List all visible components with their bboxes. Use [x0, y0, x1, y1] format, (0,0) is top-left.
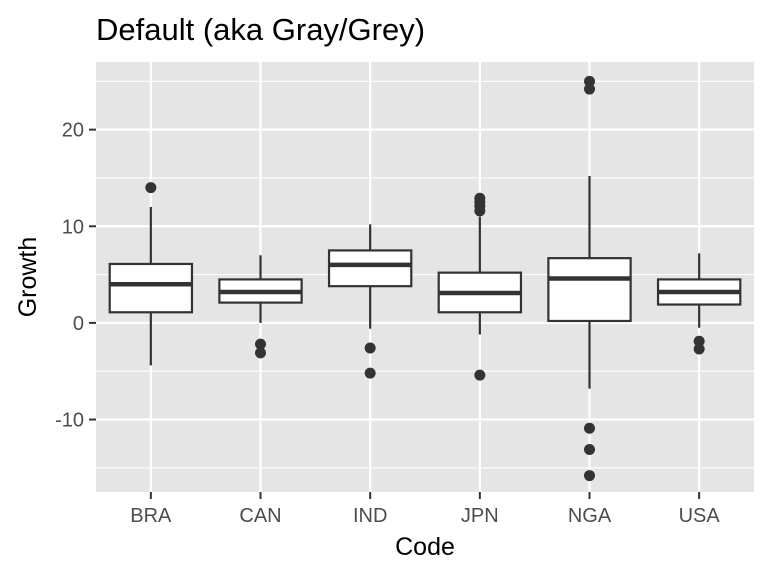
outlier-point — [584, 470, 595, 482]
outlier-point — [584, 75, 595, 87]
outlier-point — [474, 192, 486, 204]
minor-gridlines — [96, 80, 754, 469]
x-axis: BRA CAN IND JPN NGA USA — [130, 492, 720, 527]
outlier-point — [364, 342, 376, 354]
x-tick-label: CAN — [239, 505, 281, 527]
x-tick-label: JPN — [461, 505, 499, 527]
box-iqr — [108, 262, 194, 314]
x-tick-label: NGA — [568, 505, 612, 527]
box-iqr — [327, 249, 413, 288]
box-bra — [108, 182, 194, 366]
box-ind — [327, 224, 413, 379]
outlier-point — [145, 182, 157, 194]
box-can — [218, 255, 303, 359]
plot-panel — [96, 62, 754, 492]
box-jpn — [437, 192, 523, 381]
box-usa — [656, 253, 742, 355]
outlier-point — [474, 369, 486, 381]
outlier-point — [584, 422, 595, 434]
chart-title: Default (aka Gray/Grey) — [96, 12, 425, 47]
x-tick-label: BRA — [130, 505, 172, 527]
outlier-point — [255, 338, 266, 350]
outlier-point — [584, 83, 595, 95]
x-axis-title: Code — [395, 533, 455, 561]
outlier-point — [255, 347, 266, 359]
outlier-point — [693, 343, 705, 355]
y-axis-title: Growth — [14, 237, 42, 318]
y-tick-label: 20 — [62, 120, 84, 142]
x-tick-label: IND — [353, 505, 387, 527]
box-nga — [547, 75, 632, 482]
y-tick-label: -10 — [55, 410, 84, 432]
y-tick-label: 0 — [73, 313, 84, 335]
y-axis: -10 0 10 20 — [55, 120, 96, 432]
box-iqr — [547, 257, 632, 323]
x-tick-label: USA — [679, 505, 721, 527]
boxplot-series — [108, 75, 742, 482]
outlier-point — [364, 367, 376, 379]
outlier-point — [584, 443, 595, 455]
y-tick-label: 10 — [62, 216, 84, 238]
outlier-point — [693, 335, 705, 347]
